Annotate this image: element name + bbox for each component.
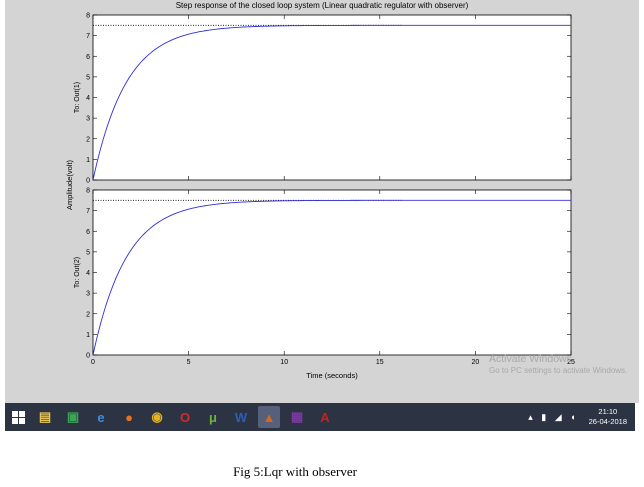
y-tick-label: 0 — [86, 353, 90, 360]
y-tick-label: 7 — [86, 208, 90, 215]
tray-icons[interactable]: ▴ ▮ ◢ ◖ — [528, 411, 579, 422]
x-tick-label: 20 — [472, 359, 480, 366]
start-button[interactable] — [5, 403, 31, 431]
y-tick-label: 0 — [86, 178, 90, 185]
x-tick-label: 25 — [567, 359, 575, 366]
winrar-icon[interactable]: ▦ — [290, 409, 304, 424]
word-icon[interactable]: W — [234, 409, 248, 425]
matlab-icon[interactable]: ▲ — [258, 406, 280, 428]
shared-y-axis-label: Amplitude(volt) — [65, 159, 74, 210]
axis-ylabel-2: To: Out(2) — [74, 257, 81, 288]
x-tick-label: 10 — [280, 359, 288, 366]
y-tick-label: 4 — [86, 95, 90, 102]
file-explorer-icon[interactable]: ▤ — [38, 409, 52, 424]
y-tick-label: 3 — [86, 116, 90, 123]
clock-time: 21:10 — [598, 407, 618, 416]
y-tick-label: 2 — [86, 311, 90, 318]
figure-title: Step response of the closed loop system … — [175, 1, 469, 10]
y-tick-label: 4 — [86, 270, 90, 277]
watermark-title: Activate Windows — [489, 353, 572, 365]
y-tick-label: 7 — [86, 33, 90, 40]
step-response-line-1 — [92, 24, 571, 181]
firefox-icon[interactable]: ● — [125, 409, 133, 425]
clock-date: 26-04-2018 — [588, 417, 627, 426]
internet-explorer-icon[interactable]: e — [97, 409, 105, 425]
chrome-icon[interactable]: ◉ — [151, 409, 163, 424]
figure-caption: Fig 5:Lqr with observer — [233, 464, 357, 479]
y-tick-label: 3 — [86, 291, 90, 298]
y-tick-label: 8 — [86, 188, 90, 195]
y-tick-label: 5 — [86, 74, 90, 81]
y-tick-label: 6 — [86, 229, 90, 236]
axes-1 — [92, 14, 572, 181]
x-axis-label: Time (seconds) — [306, 371, 358, 380]
x-tick-label: 15 — [376, 359, 384, 366]
x-tick-label: 0 — [91, 359, 95, 366]
utorrent-icon[interactable]: μ — [209, 409, 217, 425]
x-tick-label: 5 — [187, 359, 191, 366]
y-tick-label: 1 — [86, 157, 90, 164]
opera-icon[interactable]: O — [179, 409, 191, 425]
acrobat-icon[interactable]: A — [320, 409, 330, 425]
axes-2 — [92, 189, 572, 356]
system-tray: ▴ ▮ ◢ ◖ 21:10 26-04-2018 — [528, 407, 635, 427]
step-response-line-2 — [92, 199, 571, 356]
y-tick-label: 1 — [86, 332, 90, 339]
y-tick-label: 5 — [86, 249, 90, 256]
y-tick-label: 2 — [86, 136, 90, 143]
y-tick-label: 6 — [86, 54, 90, 61]
store-icon[interactable]: ▣ — [66, 409, 80, 424]
y-tick-label: 8 — [86, 13, 90, 20]
watermark-subtitle: Go to PC settings to activate Windows. — [489, 366, 628, 375]
clock[interactable]: 21:10 26-04-2018 — [589, 407, 627, 427]
matlab-figure: Step response of the closed loop system … — [5, 0, 639, 403]
activate-windows-watermark: Activate Windows Go to PC settings to ac… — [489, 353, 627, 377]
axis-ylabel-1: To: Out(1) — [74, 82, 81, 113]
step-response-chart: 0 1 2 3 4 5 6 7 8 To: Out(1) 0 1 2 3 4 5 6 7 8 0 5 10 15 20 25 To… — [65, 13, 575, 381]
